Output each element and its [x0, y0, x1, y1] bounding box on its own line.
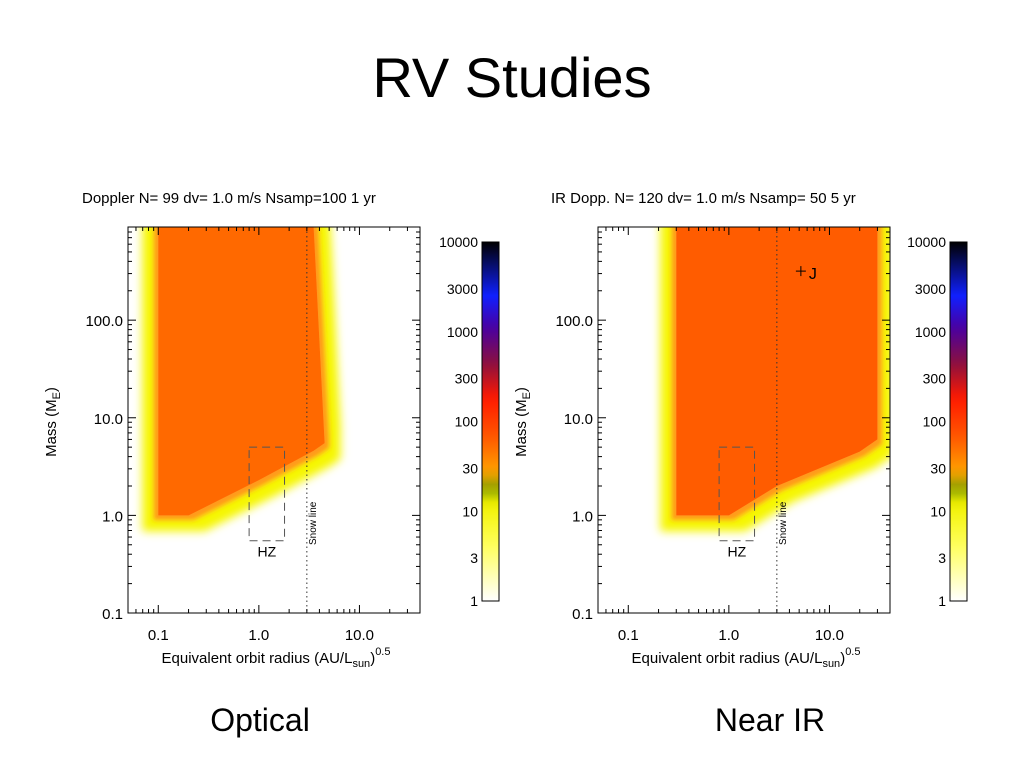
y-tick-label: 1.0 [102, 508, 123, 525]
x-tick-label: 1.0 [248, 627, 269, 644]
colorbar-scale [949, 241, 968, 602]
colorbar-tick-label: 300 [455, 371, 479, 387]
caption-near-ir: Near IR [714, 702, 826, 738]
colorbar-2: 10000 3000 1000 300 100 30 10 3 1 [907, 234, 968, 609]
x-tick-label: 10.0 [345, 627, 374, 644]
hz-label: HZ [727, 544, 746, 560]
snow-line-label: Snow line [308, 501, 319, 545]
detection-region [158, 227, 325, 516]
colorbar-tick-label: 3 [938, 550, 946, 566]
x-tick-label: 10.0 [815, 627, 844, 644]
y-tick-label: 10.0 [94, 411, 123, 428]
x-tick-label: 1.0 [718, 627, 739, 644]
colorbar-tick-label: 3000 [915, 281, 946, 297]
slide-title: RV Studies [372, 46, 652, 109]
hz-box [248, 446, 286, 542]
x-axis-label: Equivalent orbit radius (AU/Lsun)0.5 [162, 646, 391, 670]
chart-title: Doppler N= 99 dv= 1.0 m/s Nsamp=100 1 yr [82, 190, 376, 207]
colorbar-tick-label: 1000 [915, 324, 946, 340]
snow-line-label: Snow line [778, 501, 789, 545]
colorbar-tick-label: 3000 [447, 281, 478, 297]
colorbar-scale [481, 241, 500, 602]
colorbar-tick-label: 1000 [447, 324, 478, 340]
y-tick-label: 1.0 [572, 508, 593, 525]
colorbar-tick-label: 100 [923, 414, 947, 430]
plot-frame [597, 226, 891, 614]
y-tick-label: 100.0 [85, 313, 123, 330]
colorbar-1: 10000 3000 1000 300 100 30 10 3 1 [439, 234, 500, 609]
y-tick-label: 100.0 [555, 313, 593, 330]
colorbar-tick-label: 30 [462, 460, 478, 476]
colorbar-tick-label: 1 [470, 593, 478, 609]
plot-frame [127, 226, 421, 614]
colorbar-tick-label: 1 [938, 593, 946, 609]
y-tick-label: 0.1 [102, 606, 123, 623]
caption-optical: Optical [210, 702, 310, 738]
y-axis-label: Mass (ME) [513, 387, 533, 457]
colorbar-tick-label: 30 [930, 460, 946, 476]
hz-label: HZ [257, 544, 276, 560]
colorbar-tick-label: 10 [930, 503, 946, 519]
colorbar-tick-label: 10 [462, 503, 478, 519]
hz-box [718, 446, 756, 542]
chart-title: IR Dopp. N= 120 dv= 1.0 m/s Nsamp= 50 5 … [551, 190, 856, 207]
y-axis-label: Mass (ME) [43, 387, 63, 457]
y-tick-label: 10.0 [564, 411, 593, 428]
colorbar-tick-label: 3 [470, 550, 478, 566]
colorbar-tick-label: 100 [455, 414, 479, 430]
colorbar-tick-label: 300 [923, 371, 947, 387]
x-tick-label: 0.1 [618, 627, 639, 644]
x-tick-label: 0.1 [148, 627, 169, 644]
chart-panel-1: Doppler N= 99 dv= 1.0 m/s Nsamp=100 1 yr… [43, 190, 421, 670]
x-axis-label: Equivalent orbit radius (AU/Lsun)0.5 [632, 646, 861, 670]
y-tick-label: 0.1 [572, 606, 593, 623]
colorbar-tick-label: 10000 [439, 234, 478, 250]
chart-panel-2: IR Dopp. N= 120 dv= 1.0 m/s Nsamp= 50 5 … [513, 190, 891, 670]
colorbar-tick-label: 10000 [907, 234, 946, 250]
marker-label: J [809, 266, 817, 283]
